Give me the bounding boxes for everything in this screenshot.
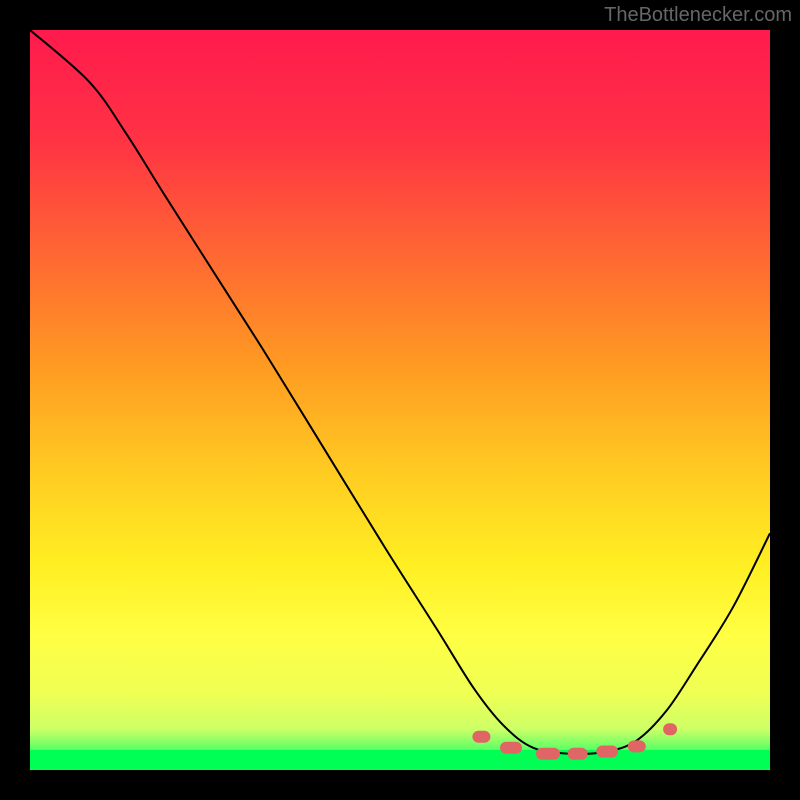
bottleneck-chart [30, 30, 770, 770]
marker-point [663, 723, 677, 735]
watermark-text: TheBottlenecker.com [604, 4, 792, 27]
marker-point [536, 748, 560, 760]
marker-point [596, 746, 618, 758]
marker-point [568, 748, 588, 760]
gradient-background [30, 30, 770, 770]
green-optimal-band [30, 750, 770, 768]
marker-point [472, 731, 490, 743]
marker-point [500, 742, 522, 754]
marker-point [628, 740, 646, 752]
chart-container [30, 30, 770, 770]
